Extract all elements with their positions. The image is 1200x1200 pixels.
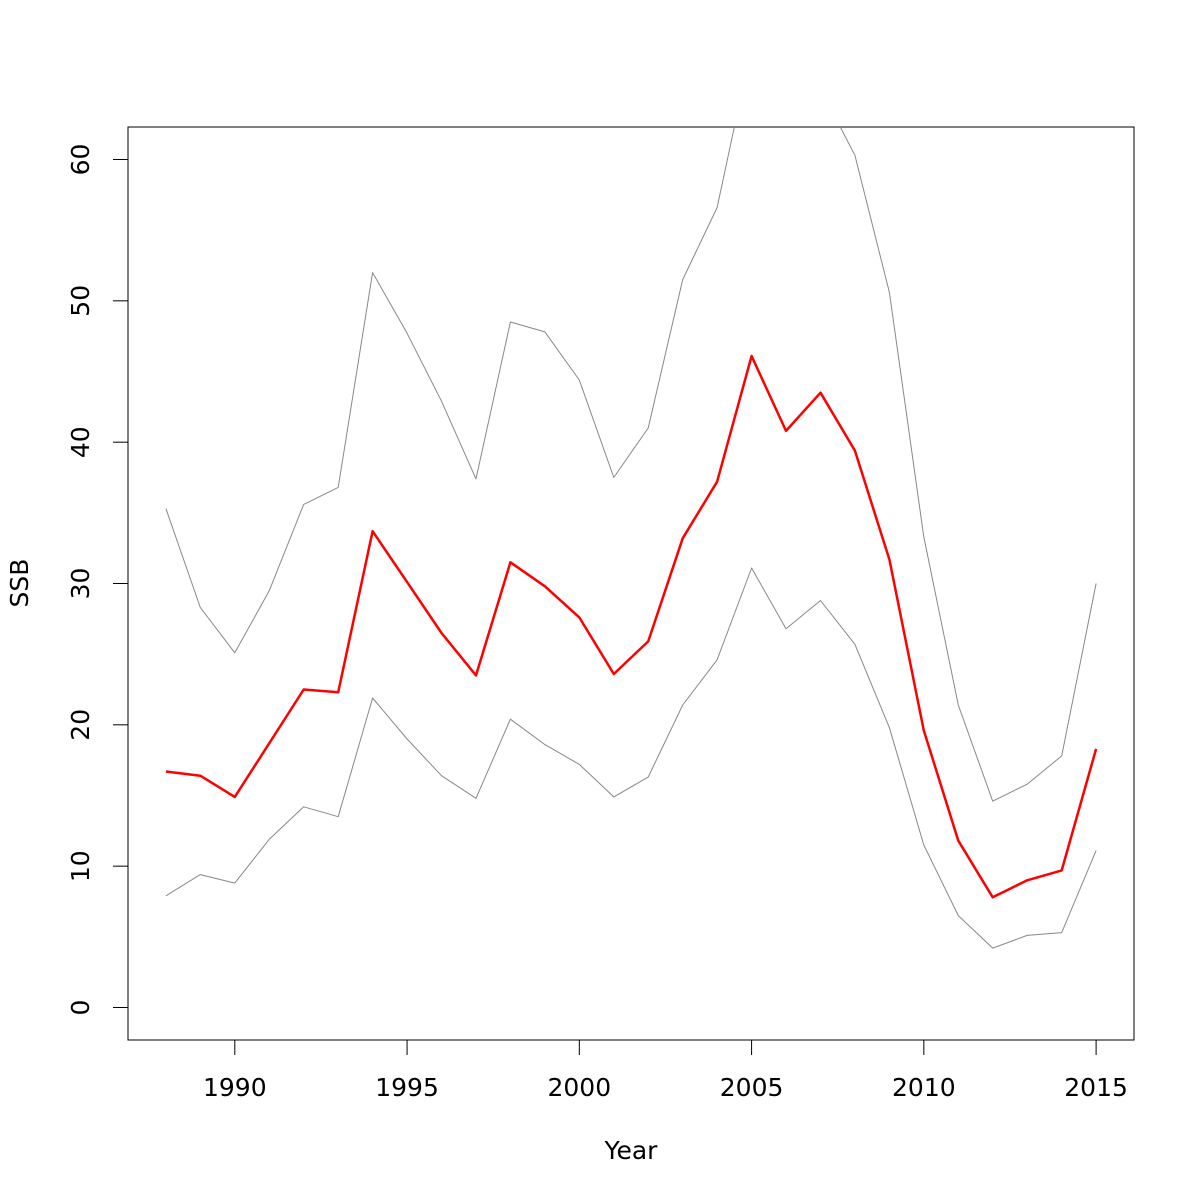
x-tick-label: 2015 (1064, 1073, 1128, 1102)
x-tick-label: 1990 (203, 1073, 267, 1102)
x-tick-label: 2005 (720, 1073, 784, 1102)
x-axis-title: Year (604, 1136, 659, 1165)
x-tick-label: 2010 (892, 1073, 956, 1102)
y-tick-label: 10 (66, 850, 95, 882)
y-tick-label: 60 (66, 144, 95, 176)
x-tick-label: 2000 (548, 1073, 612, 1102)
y-tick-label: 40 (66, 426, 95, 458)
series-layer (165, 127, 1098, 949)
series-line-estimate (165, 354, 1098, 899)
x-axis: 1990 1995 2000 2005 2010 2015 (203, 1039, 1128, 1102)
plot-frame (127, 126, 1135, 1041)
series-line-upper (165, 127, 1097, 802)
series-line-lower (165, 567, 1097, 949)
y-axis-title: SSB (5, 559, 34, 608)
y-tick-label: 50 (66, 285, 95, 317)
x-tick-label: 1995 (375, 1073, 439, 1102)
y-axis: 0 10 20 30 40 50 60 (66, 144, 129, 1016)
y-tick-label: 0 (66, 1000, 95, 1016)
y-tick-label: 30 (66, 568, 95, 600)
y-tick-label: 20 (66, 709, 95, 741)
